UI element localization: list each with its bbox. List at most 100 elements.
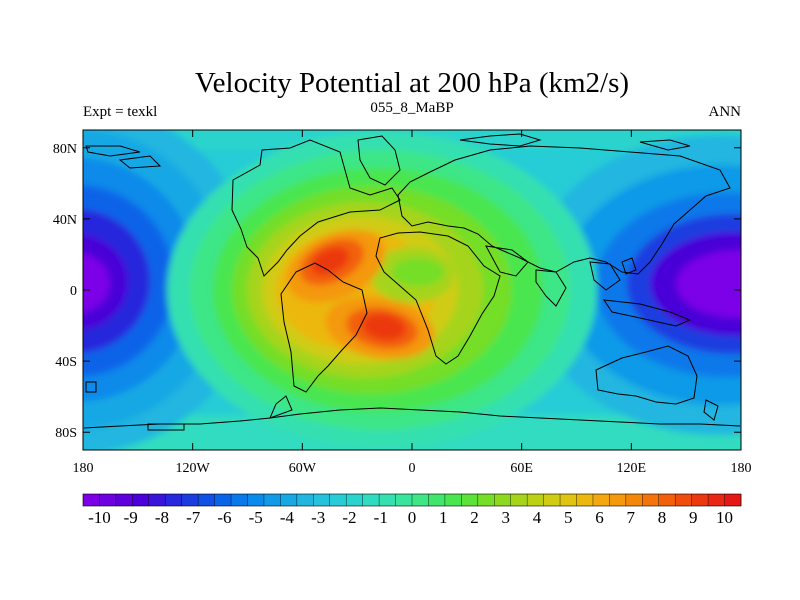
contour-field bbox=[83, 130, 741, 450]
colorbar-swatch bbox=[379, 494, 396, 506]
colorbar-label: -1 bbox=[374, 508, 388, 527]
colorbar-swatch bbox=[148, 494, 166, 506]
colorbar-swatch bbox=[115, 494, 133, 506]
high-north-lobe-core bbox=[311, 247, 349, 275]
colorbar-label: -2 bbox=[342, 508, 356, 527]
chart-title: Velocity Potential at 200 hPa (km2/s) bbox=[195, 67, 629, 99]
colorbar-swatch bbox=[132, 494, 150, 506]
colorbar-label: 1 bbox=[439, 508, 448, 527]
coast-pacific-islands bbox=[85, 381, 185, 431]
colorbar-label: 5 bbox=[564, 508, 573, 527]
west-low-core bbox=[83, 253, 110, 313]
y-tick-label: 0 bbox=[70, 284, 77, 299]
colorbar-swatch bbox=[527, 494, 544, 506]
colorbar-swatch bbox=[412, 494, 429, 506]
colorbar-swatch bbox=[461, 494, 479, 506]
colorbar-swatch bbox=[181, 494, 199, 506]
x-tick-label: 180 bbox=[73, 461, 94, 476]
colorbar-label: 0 bbox=[408, 508, 417, 527]
coast-arctic-islands bbox=[85, 133, 691, 169]
x-tick-label: 180 bbox=[731, 461, 752, 476]
colorbar-swatch bbox=[724, 494, 742, 506]
colorbar-swatch bbox=[296, 494, 314, 506]
colorbar-swatch bbox=[165, 494, 183, 506]
coastlines bbox=[83, 133, 741, 431]
colorbar: -10 -9 -8 -7 -6 -5 -4 -3 -2 -1 0 1 2 3 4 5 6 7 8 9 10 bbox=[82, 493, 742, 527]
y-tick-label: 40S bbox=[55, 355, 77, 370]
coast-new-zealand bbox=[703, 399, 719, 421]
colorbar-label: -6 bbox=[217, 508, 231, 527]
x-tick-label: 60W bbox=[289, 461, 317, 476]
x-tick-label: 120W bbox=[176, 461, 211, 476]
x-tick-label: 120E bbox=[617, 461, 647, 476]
colorbar-label: 4 bbox=[533, 508, 542, 527]
y-tick-label: 80S bbox=[55, 426, 77, 441]
colorbar-label: -5 bbox=[249, 508, 263, 527]
colorbar-swatch bbox=[263, 494, 281, 506]
colorbar-swatch bbox=[313, 494, 331, 506]
coast-india bbox=[535, 269, 567, 307]
colorbar-swatch bbox=[99, 494, 117, 506]
coast-australia bbox=[595, 345, 698, 405]
colorbar-swatch bbox=[444, 494, 462, 506]
colorbar-swatch bbox=[625, 494, 643, 506]
colorbar-swatch bbox=[247, 494, 265, 506]
colorbar-swatch bbox=[346, 494, 364, 506]
west-low-6 bbox=[83, 234, 128, 330]
colorbar-swatch bbox=[560, 494, 577, 506]
colorbar-swatch bbox=[708, 494, 725, 506]
axis-ticks: 180 120W 60W 0 60E 120E 180 80N 40N 0 40S 80S bbox=[53, 130, 752, 476]
colorbar-label: -8 bbox=[155, 508, 169, 527]
colorbar-swatch bbox=[543, 494, 561, 506]
colorbar-swatch bbox=[576, 494, 594, 506]
colorbar-label: 7 bbox=[627, 508, 636, 527]
colorbar-swatch bbox=[510, 494, 528, 506]
colorbar-swatch bbox=[280, 494, 298, 506]
coast-africa bbox=[375, 231, 501, 365]
y-tick-label: 80N bbox=[53, 142, 77, 157]
colorbar-swatch bbox=[329, 494, 347, 506]
left-string: Expt = texkl bbox=[83, 104, 157, 120]
high-south-lobe-core bbox=[362, 313, 406, 341]
colorbar-swatch bbox=[83, 494, 100, 506]
east-low-core bbox=[676, 250, 741, 318]
colorbar-swatch bbox=[691, 494, 709, 506]
x-tick-label: 0 bbox=[409, 461, 416, 476]
colorbar-swatch bbox=[592, 494, 610, 506]
colorbar-label: -7 bbox=[186, 508, 201, 527]
colorbar-swatch bbox=[675, 494, 693, 506]
coast-arabia bbox=[485, 245, 529, 277]
colorbar-label: 9 bbox=[689, 508, 698, 527]
center-string: 055_8_MaBP bbox=[370, 100, 453, 116]
colorbar-label: 3 bbox=[502, 508, 511, 527]
coast-indonesia bbox=[602, 299, 692, 327]
colorbar-swatch bbox=[231, 494, 248, 506]
coast-antarctica bbox=[83, 407, 741, 429]
colorbar-swatch bbox=[214, 494, 232, 506]
colorbar-swatch bbox=[198, 494, 215, 506]
x-tick-label: 60E bbox=[510, 461, 533, 476]
coast-north-america bbox=[231, 139, 401, 277]
colorbar-swatch bbox=[428, 494, 446, 506]
colorbar-swatch bbox=[477, 494, 495, 506]
coast-southeast-asia bbox=[589, 261, 621, 291]
coast-antarctic-peninsula bbox=[269, 395, 293, 419]
colorbar-label: -9 bbox=[124, 508, 138, 527]
coast-greenland bbox=[357, 135, 401, 186]
y-tick-label: 40N bbox=[53, 213, 77, 228]
colorbar-swatch bbox=[642, 494, 660, 506]
coast-south-america bbox=[280, 262, 368, 393]
colorbar-swatch bbox=[658, 494, 676, 506]
coast-eurasia bbox=[397, 145, 731, 275]
high-center-hole-core bbox=[392, 258, 444, 286]
colorbar-label: 2 bbox=[470, 508, 479, 527]
colorbar-label: 8 bbox=[658, 508, 667, 527]
colorbar-swatch bbox=[395, 494, 413, 506]
colorbar-label: 6 bbox=[595, 508, 604, 527]
colorbar-label: -10 bbox=[88, 508, 111, 527]
colorbar-swatch bbox=[609, 494, 627, 506]
colorbar-label: -4 bbox=[280, 508, 295, 527]
contour-fill-layer bbox=[83, 130, 741, 450]
colorbar-swatch bbox=[494, 494, 512, 506]
